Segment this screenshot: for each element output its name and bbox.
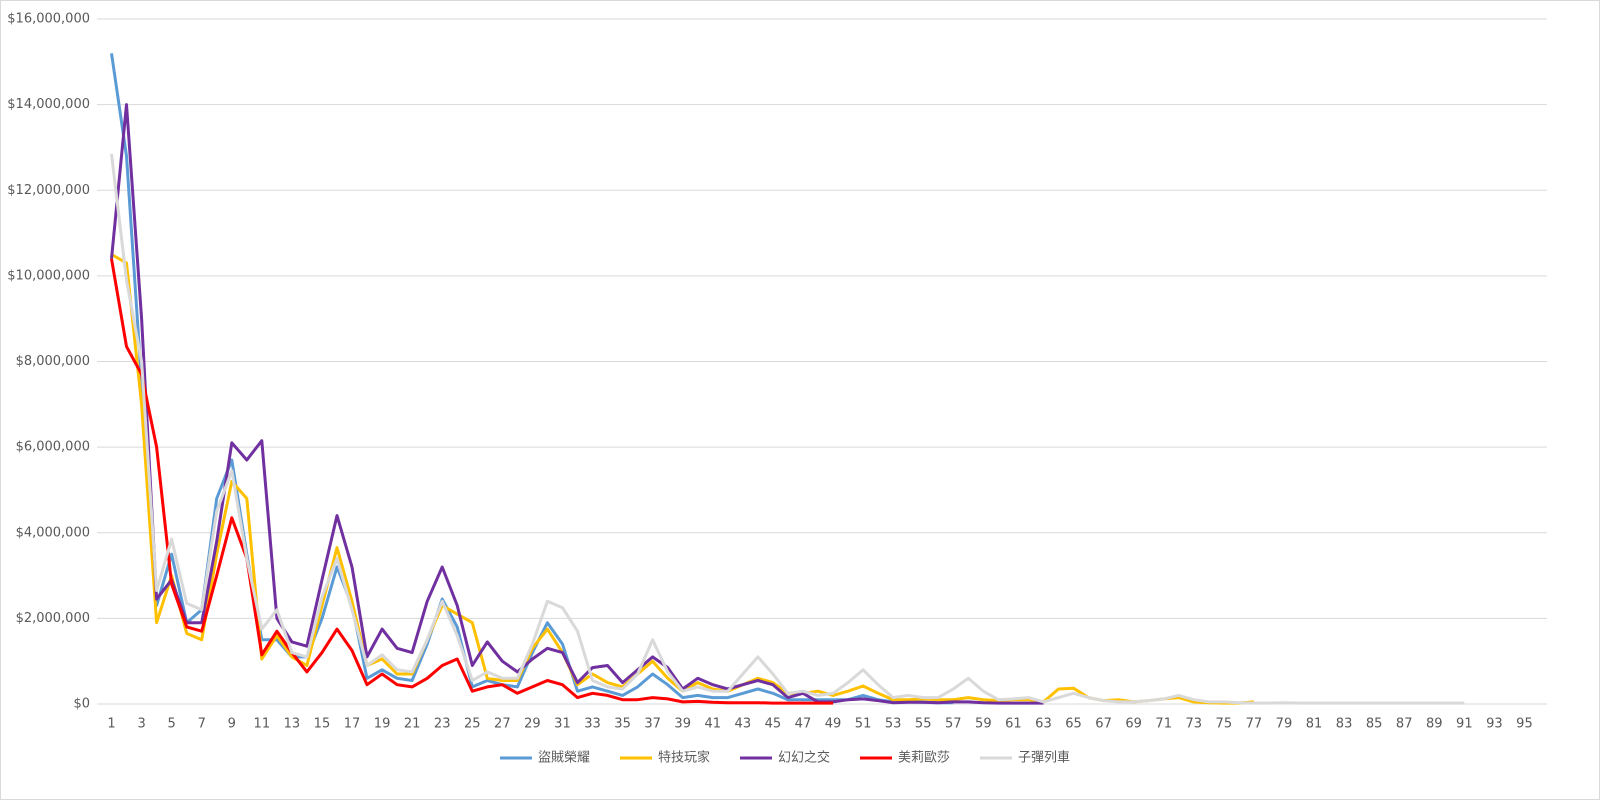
y-tick-label: $4,000,000 — [16, 525, 90, 540]
x-tick-label: 47 — [795, 717, 812, 732]
x-tick-label: 37 — [644, 717, 661, 732]
x-tick-label: 1 — [107, 717, 115, 732]
series-line — [110, 258, 833, 705]
y-tick-label: $6,000,000 — [16, 440, 90, 455]
x-tick-label: 25 — [464, 717, 481, 732]
legend-label: 盜賊榮耀 — [538, 751, 590, 766]
x-tick-label: 11 — [254, 717, 271, 732]
legend-label: 特技玩家 — [658, 750, 710, 766]
x-tick-label: 3 — [137, 717, 145, 732]
legend-label: 幻幻之交 — [778, 750, 830, 766]
x-tick-label: 57 — [945, 717, 962, 732]
x-tick-label: 15 — [314, 717, 331, 732]
y-tick-label: $12,000,000 — [7, 183, 90, 198]
x-tick-label: 91 — [1456, 717, 1473, 732]
x-tick-label: 83 — [1336, 717, 1353, 732]
legend-label: 子彈列車 — [1018, 751, 1070, 766]
series-line — [110, 153, 1465, 705]
x-tick-label: 89 — [1426, 717, 1443, 732]
x-tick-label: 41 — [704, 717, 721, 732]
x-tick-label: 53 — [885, 717, 902, 732]
x-tick-label: 67 — [1095, 717, 1112, 732]
y-tick-label: $0 — [73, 697, 90, 712]
x-tick-label: 79 — [1276, 717, 1293, 732]
x-tick-label: 35 — [614, 717, 631, 732]
x-tick-label: 49 — [825, 717, 842, 732]
x-tick-label: 95 — [1516, 717, 1533, 732]
x-tick-label: 19 — [374, 717, 391, 732]
x-tick-label: 7 — [198, 717, 206, 732]
x-tick-label: 13 — [284, 717, 301, 732]
x-tick-label: 85 — [1366, 717, 1383, 732]
y-tick-label: $16,000,000 — [7, 12, 90, 27]
x-tick-label: 29 — [524, 717, 541, 732]
y-tick-label: $8,000,000 — [16, 354, 90, 369]
legend-label: 美莉歐莎 — [898, 751, 950, 766]
x-tick-label: 59 — [975, 717, 992, 732]
y-tick-label: $14,000,000 — [7, 97, 90, 112]
x-tick-label: 77 — [1246, 717, 1263, 732]
x-tick-label: 87 — [1396, 717, 1413, 732]
x-tick-label: 27 — [494, 717, 511, 732]
y-tick-label: $2,000,000 — [16, 611, 90, 626]
x-tick-label: 39 — [674, 717, 691, 732]
x-tick-label: 71 — [1155, 717, 1172, 732]
x-tick-label: 65 — [1065, 717, 1082, 732]
x-tick-label: 73 — [1185, 717, 1202, 732]
x-tick-label: 61 — [1005, 717, 1022, 732]
x-tick-label: 55 — [915, 717, 932, 732]
x-tick-label: 21 — [404, 717, 421, 732]
x-tick-label: 9 — [228, 717, 236, 732]
x-tick-label: 45 — [765, 717, 782, 732]
y-tick-label: $10,000,000 — [7, 268, 90, 283]
x-tick-label: 33 — [584, 717, 601, 732]
x-tick-label: 63 — [1035, 717, 1052, 732]
x-tick-label: 69 — [1125, 717, 1142, 732]
x-tick-label: 93 — [1486, 717, 1503, 732]
x-tick-label: 75 — [1216, 717, 1233, 732]
series-line — [110, 103, 1044, 705]
x-tick-label: 17 — [344, 717, 361, 732]
x-tick-label: 23 — [434, 717, 451, 732]
x-tick-label: 51 — [855, 717, 872, 732]
x-tick-label: 43 — [735, 717, 752, 732]
x-tick-label: 81 — [1306, 717, 1323, 732]
x-tick-label: 5 — [168, 717, 176, 732]
x-tick-label: 31 — [554, 717, 571, 732]
